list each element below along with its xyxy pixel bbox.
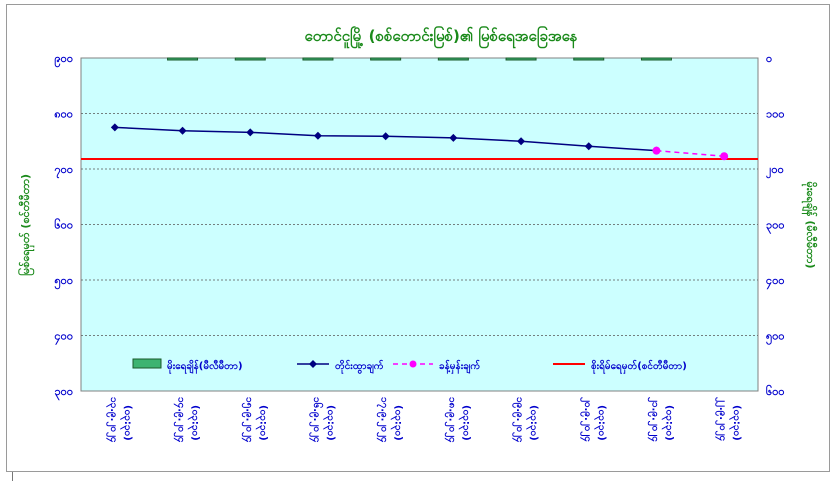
forecast-point (652, 146, 661, 155)
category-date: ၁၆.၉.၂၀၂၄ (308, 397, 324, 443)
right-tick-label: ၃၀၀ (766, 219, 785, 235)
forecast-point (720, 152, 729, 161)
category-time: (၀၃:၃၀) (728, 405, 742, 441)
observed-point (110, 123, 119, 132)
category-date: ၁၅.၉.၂၀၂၄ (240, 397, 254, 443)
rainfall-bars (167, 57, 672, 61)
legend: မိုးရေချိန်(မီလီမီတာ) တိုင်းထွာချက် ခန့်… (132, 358, 687, 375)
chart-title: တောင်ငူမြို့ (စစ်တောင်းမြစ်)၏ မြစ်ရေအခြေ… (304, 25, 577, 49)
category-label: ၁၆.၉.၂၀၂၄ (၀၃:၃၀) (308, 397, 336, 443)
legend-observed-label: တိုင်းထွာချက် (335, 359, 384, 375)
observed-point (246, 128, 255, 137)
legend-warning-label: စိုးရိမ်ရေမှတ်(စင်တီမီတာ) (591, 359, 687, 375)
rainfall-bar (302, 57, 334, 61)
right-axis-title: မိုးရေချိန် (မီလီမီတာ) (801, 182, 818, 269)
category-label: ၁၇.၉.၂၀၂၄ (၀၃:၃၀) (376, 397, 404, 443)
category-label: ၁၉.၉.၂၀၂၄ (၀၃:၃၀) (511, 397, 539, 443)
category-date: ၁၉.၉.၂၀၂၄ (511, 397, 525, 443)
category-labels: ၁၃.၉.၂၀၂၄ (၀၃:၃၀) ၁၄.၉.၂၀၂၄ (၀၃:၃၀) ၁၅.၉.၂၀၂… (105, 397, 742, 443)
category-date: ၂၀.၉.၂၀၂၄ (579, 397, 593, 442)
frame-edge-mark (12, 472, 13, 481)
rainfall-bar (167, 57, 199, 61)
category-date: ၁၇.၉.၂၀၂၄ (376, 397, 390, 443)
category-time: (၀၃:၃၀) (457, 405, 471, 441)
observed-point (449, 133, 458, 142)
category-label: ၁၃.၉.၂၀၂၄ (၀၃:၃၀) (105, 397, 133, 443)
legend-rainfall-label: မိုးရေချိန်(မီလီမီတာ) (167, 359, 243, 375)
grid-lines (81, 113, 758, 336)
category-date: ၁၃.၉.၂၀၂၄ (105, 397, 119, 443)
category-label: ၂၂.၉.၂၀၂၄ (၀၃:၃၀) (714, 397, 742, 441)
rainfall-bar (505, 57, 537, 61)
category-time: (၀၃:၃၀) (593, 405, 607, 441)
category-time: (၀၃:၃၀) (660, 405, 674, 441)
left-tick-label: ၉၀၀ (54, 52, 73, 68)
category-date: ၂၂.၉.၂၀၂၄ (714, 397, 728, 441)
category-label: ၁၄.၉.၂၀၂၄ (၀၃:၃၀) (173, 397, 201, 443)
category-date: ၁၄.၉.၂၀၂၄ (173, 397, 187, 443)
legend-forecast-marker (409, 360, 417, 368)
category-time: (၀၃:၃၀) (254, 405, 268, 441)
category-date: ၁၈.၉.၂၀၂၄ (443, 397, 457, 443)
right-tick-label: ၆၀၀ (766, 385, 785, 398)
left-tick-label: ၇၀၀ (54, 163, 73, 179)
category-time: (၀၃:၃၀) (525, 405, 539, 441)
left-tick-label: ၈၀၀ (54, 108, 73, 121)
right-tick-label: ၅၀၀ (766, 330, 785, 346)
legend-forecast-label: ခန့်မှန်းချက် (439, 359, 480, 375)
category-time: (၀၃:၃၀) (322, 405, 336, 441)
left-tick-label: ၃၀၀ (54, 385, 73, 401)
forecast-points (652, 146, 729, 161)
category-label: ၁၈.၉.၂၀၂၄ (၀၃:၃၀) (443, 397, 471, 443)
rainfall-bar (437, 57, 469, 61)
category-date: ၂၁.၉.၂၀၂၄ (646, 397, 660, 442)
left-axis-title: မြစ်ရေမှတ် (စင်တီမီတာ) (17, 174, 35, 276)
forecast-level-line (656, 149, 725, 157)
left-tick-label: ၄၀၀ (54, 330, 73, 346)
right-tick-label: ၂၀၀ (766, 163, 784, 179)
right-tick-label: ၁၀၀ (766, 108, 785, 121)
category-time: (၀၃:၃၀) (187, 405, 201, 441)
observed-point (517, 137, 526, 146)
rainfall-bar (370, 57, 402, 61)
legend-rainfall-swatch (132, 358, 162, 369)
observed-point (584, 142, 593, 151)
category-label: ၂၀.၉.၂၀၂၄ (၀၃:၃၀) (579, 397, 607, 442)
category-label: ၂၁.၉.၂၀၂၄ (၀၃:၃၀) (646, 397, 674, 442)
rainfall-bar (234, 57, 266, 61)
chart-frame: တောင်ငူမြို့ (စစ်တောင်းမြစ်)၏ မြစ်ရေအခြေ… (6, 4, 830, 472)
category-label: ၁၅.၉.၂၀၂၄ (၀၃:၃၀) (240, 397, 268, 443)
rainfall-bar (573, 57, 605, 61)
rainfall-bar (640, 57, 672, 61)
category-time: (၀၃:၃၀) (390, 405, 404, 441)
left-tick-label: ၅၀၀ (54, 274, 73, 290)
legend-observed-marker (309, 360, 317, 368)
observed-point (381, 132, 390, 141)
left-tick-label: ၆၀၀ (54, 219, 73, 232)
observed-point (178, 126, 187, 135)
river-level-chart: တောင်ငူမြို့ (စစ်တောင်းမြစ်)၏ မြစ်ရေအခြေ… (17, 25, 818, 443)
right-tick-label: ၄၀၀ (766, 274, 785, 290)
category-time: (၀၃:၃၀) (119, 405, 133, 441)
right-tick-label: ၀ (766, 52, 772, 65)
observed-point (313, 131, 322, 140)
